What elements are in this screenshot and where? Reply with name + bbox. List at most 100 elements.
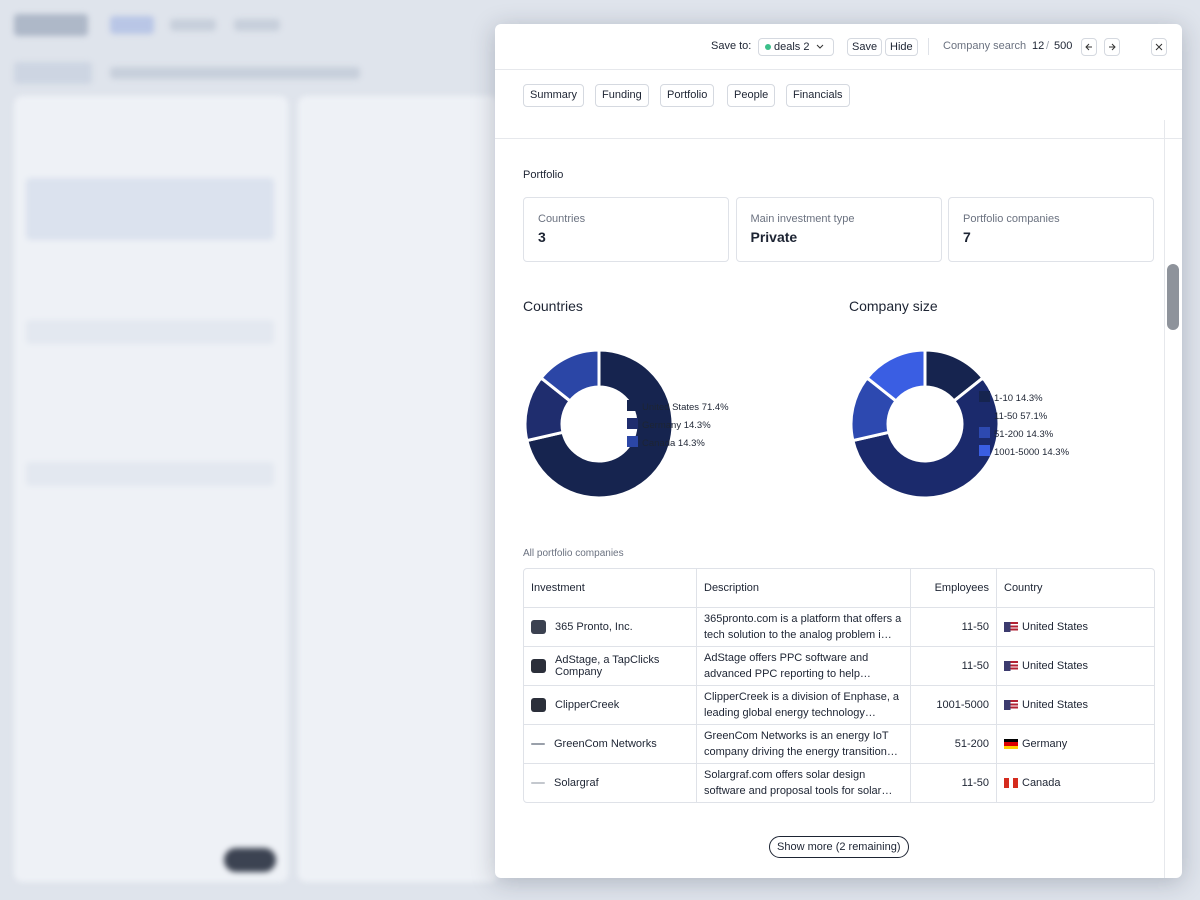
status-dot	[765, 44, 771, 50]
list-select[interactable]: deals 2	[758, 38, 834, 56]
legend-swatch	[979, 427, 990, 438]
stat-card: Countries 3	[523, 197, 729, 262]
legend-swatch	[627, 400, 638, 411]
stat-label: Countries	[538, 213, 586, 225]
cell-investment: AdStage, a TapClicks Company	[524, 647, 696, 685]
scroll-track	[1164, 120, 1165, 878]
chart-title: Company size	[849, 298, 938, 314]
search-separator: /	[1046, 40, 1050, 52]
flag	[1004, 700, 1018, 710]
column-header: Description	[696, 569, 910, 607]
company-panel	[495, 24, 1182, 878]
description: AdStage offers PPC software and advanced…	[704, 652, 871, 680]
cell-description: AdStage offers PPC software and advanced…	[696, 647, 910, 685]
legend-name: Canada	[642, 438, 676, 449]
cell-employees: 11-50	[910, 764, 996, 802]
country: Canada	[1022, 777, 1061, 789]
tab[interactable]: Summary	[523, 84, 585, 107]
legend-label: 1001-5000 14.3%	[994, 447, 1070, 458]
legend-value: 14.3%	[678, 438, 705, 449]
cell-country: Canada	[996, 764, 1154, 802]
cell-employees: 1001-5000	[910, 686, 996, 724]
employees: 11-50	[961, 660, 989, 672]
tab-border	[495, 138, 1182, 139]
charts: Countries United States 71.4% Germany 14.3…	[523, 298, 1070, 500]
employees: 11-50	[961, 777, 989, 789]
country: United States	[1022, 621, 1089, 633]
cell-employees: 11-50	[910, 647, 996, 685]
cell-country: United States	[996, 608, 1154, 646]
portfolio-table: Investment Description Employees Country 365…	[523, 568, 1155, 803]
close-button[interactable]	[1151, 38, 1167, 56]
legend-name: Germany	[642, 420, 681, 431]
scrollbar-thumb[interactable]	[1167, 264, 1179, 330]
legend-name: 51-200	[994, 429, 1024, 440]
description: Solargraf.com offers solar design softwa…	[704, 769, 893, 797]
legend-swatch	[627, 418, 638, 429]
chart-title: Countries	[523, 298, 583, 314]
table-row: Solargraf Solargraf.com offers solar desi…	[524, 763, 1154, 802]
column-header: Employees	[910, 569, 996, 607]
employees: 11-50	[961, 621, 989, 633]
country: United States	[1022, 660, 1089, 672]
tab[interactable]: Portfolio	[660, 84, 715, 107]
cell-employees: 11-50	[910, 608, 996, 646]
description: 365pronto.com is a platform that offers …	[704, 613, 902, 641]
chevron	[816, 44, 823, 49]
company-name: Solargraf	[554, 777, 599, 789]
tab[interactable]: Funding	[595, 84, 649, 107]
tab[interactable]: People	[727, 84, 776, 107]
donut-slice	[538, 348, 601, 404]
table-title: All portfolio companies	[523, 548, 624, 559]
donut-slice	[864, 348, 927, 404]
company-name: ClipperCreek	[555, 699, 620, 711]
flag	[1004, 661, 1018, 671]
cell-description: 365pronto.com is a platform that offers …	[696, 608, 910, 646]
legend-name: 1-10	[994, 393, 1013, 404]
company-name: AdStage, a TapClicks Company	[555, 654, 660, 678]
company-name: 365 Pronto, Inc.	[555, 621, 633, 633]
legend-value: 71.4%	[702, 402, 729, 413]
company-logo	[531, 620, 546, 634]
cell-investment: ClipperCreek	[524, 686, 696, 724]
legend-label: United States 71.4%	[642, 402, 729, 413]
description: ClipperCreek is a division of Enphase, a…	[704, 691, 900, 719]
legend-swatch	[627, 436, 638, 447]
show-more-button[interactable]: Show more (2 remaining)	[769, 836, 909, 858]
donut-slice	[851, 375, 1001, 500]
divider	[928, 38, 929, 55]
flag	[1004, 739, 1018, 749]
legend-value: 14.3%	[1016, 393, 1043, 404]
country: United States	[1022, 699, 1089, 711]
cell-description: GreenCom Networks is an energy IoT compa…	[696, 725, 910, 763]
legend-name: 11-50	[994, 411, 1018, 422]
next-button[interactable]	[1104, 38, 1120, 56]
stat-label: Main investment type	[750, 213, 855, 225]
header-border	[495, 69, 1182, 70]
company-logo	[531, 698, 546, 712]
legend-name: United States	[642, 402, 699, 413]
tab[interactable]: Financials	[786, 84, 850, 107]
legend-swatch	[979, 391, 990, 402]
cell-investment: 365 Pronto, Inc.	[524, 608, 696, 646]
country: Germany	[1022, 738, 1068, 750]
cell-investment: GreenCom Networks	[524, 725, 696, 763]
company-name: GreenCom Networks	[554, 738, 657, 750]
employees: 51-200	[954, 738, 989, 750]
legend-label: 51-200 14.3%	[994, 429, 1054, 440]
cell-country: Germany	[996, 725, 1154, 763]
legend-value: 14.3%	[1042, 447, 1069, 458]
hide-button[interactable]: Hide	[885, 38, 918, 56]
stat-value: 7	[963, 229, 971, 245]
search-position: 12	[1032, 40, 1045, 52]
save-to-label: Save to:	[711, 40, 752, 52]
save-button[interactable]: Save	[847, 38, 883, 56]
legend-label: Canada 14.3%	[642, 438, 705, 449]
cell-description: ClipperCreek is a division of Enphase, a…	[696, 686, 910, 724]
cell-investment: Solargraf	[524, 764, 696, 802]
table-row: GreenCom Networks GreenCom Networks is an…	[524, 724, 1154, 763]
prev-button[interactable]	[1081, 38, 1097, 56]
stat-card: Portfolio companies 7	[948, 197, 1154, 262]
legend-swatch	[979, 445, 990, 456]
